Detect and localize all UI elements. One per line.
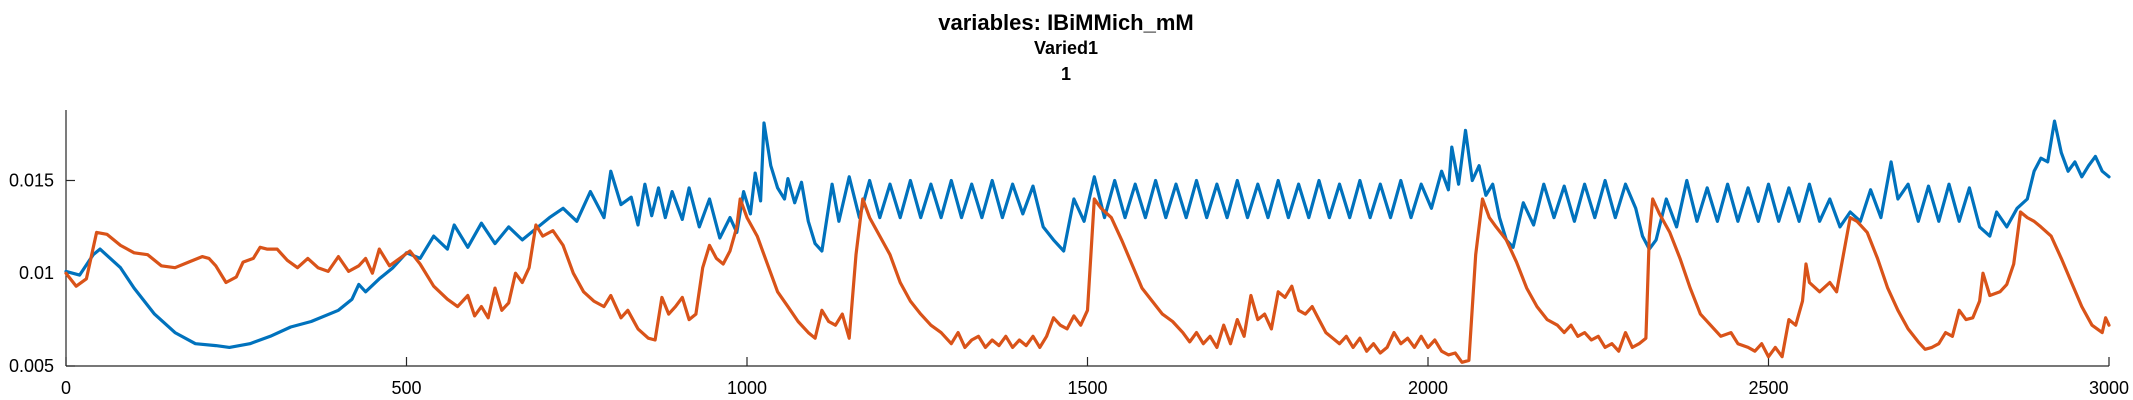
x-tick-label: 3000 xyxy=(2089,378,2129,398)
x-tick-label: 1000 xyxy=(727,378,767,398)
chart-title: variables: IBiMMich_mM xyxy=(938,10,1194,35)
axis-ticks: 0 500 1000 1500 2000 2500 3000 0.005 0.01 0.015 xyxy=(9,170,2129,398)
x-tick-label: 2000 xyxy=(1408,378,1448,398)
x-tick-label: 2500 xyxy=(1748,378,1788,398)
chart-subtitle-2: 1 xyxy=(1061,64,1071,84)
plot-area: 0 500 1000 1500 2000 2500 3000 0.005 0.01 0.015 xyxy=(9,110,2129,398)
y-tick-label: 0.015 xyxy=(9,170,54,190)
x-tick-label: 0 xyxy=(61,378,71,398)
x-tick-label: 1500 xyxy=(1067,378,1107,398)
series-lines xyxy=(64,119,2111,364)
series-line-1 xyxy=(64,119,2111,349)
chart-subtitle-1: Varied1 xyxy=(1034,38,1098,58)
x-tick-label: 500 xyxy=(391,378,421,398)
series-line-2 xyxy=(64,197,2111,364)
y-tick-label: 0.01 xyxy=(19,263,54,283)
y-tick-label: 0.005 xyxy=(9,356,54,376)
